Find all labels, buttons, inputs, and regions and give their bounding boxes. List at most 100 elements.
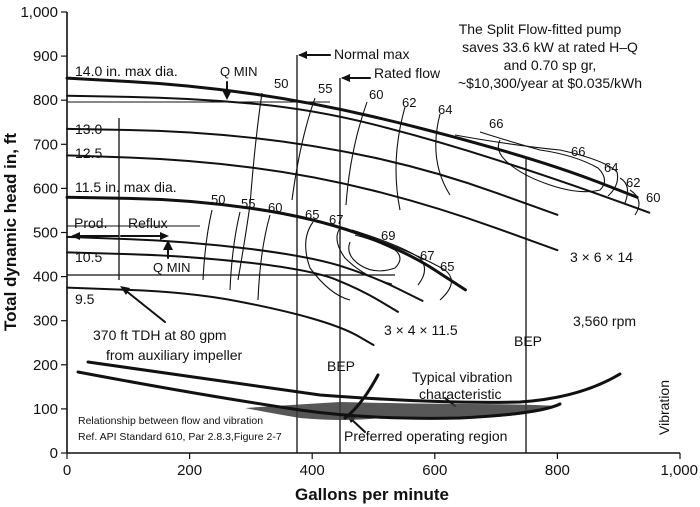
qmin-arrowhead-top [222,90,232,100]
x-tick-label: 800 [545,462,570,479]
dia-13-label: 13.0 [75,121,102,137]
eff-label-50: 50 [274,76,288,91]
eff-label-64-right: 64 [604,160,618,175]
normal-max-label: Normal max [334,46,409,62]
small-eff-label-69: 69 [381,228,395,243]
dia-11-5-label: 11.5 in. max dia. [75,179,177,195]
small-eff-label-50: 50 [211,192,225,207]
arrows [71,51,456,433]
vibration-curve-rise [343,373,380,420]
x-tick-label: 1,000 [660,462,698,479]
eff-contour-55 [291,97,316,201]
small-eff-69 [348,234,401,272]
small-eff-55 [229,211,241,291]
head-curve-series [66,127,559,216]
normal-max-arrowhead [298,51,307,59]
y-tick-label: 100 [33,401,58,418]
small-eff-67 [336,227,393,285]
y-tick-label: 500 [33,225,58,242]
reflux-label: Reflux [128,215,168,231]
small-eff-label-55: 55 [241,196,255,211]
efficiency-labels: 50 55 60 62 64 66 66 64 62 60 50 55 60 6… [211,76,660,274]
qmin-arrowhead-bottom [163,240,173,250]
head-curve-series [66,154,559,252]
eff-label-62: 62 [402,95,416,110]
y-tick-label: 700 [33,136,58,153]
eff-label-62-right: 62 [626,175,640,190]
annotations: The Split Flow-fitted pump saves 33.6 kW… [74,21,672,444]
y-ticks: 0 100 200 300 400 500 600 700 800 900 1,000 [20,4,67,462]
rpm-label: 3,560 rpm [573,313,636,329]
small-eff-label-67: 67 [329,212,343,227]
small-eff-label-67-right: 67 [420,248,434,263]
note-line-2: saves 33.6 kW at rated H–Q [462,39,638,55]
y-tick-label: 800 [33,92,58,109]
eff-contour-66 [479,131,606,193]
eff-contour-60-outer [629,189,640,216]
eff-label-66-right: 66 [571,144,585,159]
x-ticks: 0 200 400 600 800 1,000 [63,453,698,479]
head-capacity-curves [65,76,651,346]
y-tick-label: 600 [33,180,58,197]
efficiency-contours-large [237,92,640,281]
eff-label-60-right: 60 [646,190,660,205]
y-tick-label: 300 [33,313,58,330]
eff-label-66: 66 [489,116,503,131]
dia-12-5-label: 12.5 [75,145,102,161]
bep-small-label: BEP [327,358,355,374]
small-eff-65 [305,221,351,301]
small-eff-67-outer [351,229,426,286]
y-tick-label: 400 [33,269,58,286]
eff-label-60: 60 [369,87,383,102]
x-tick-label: 200 [177,462,202,479]
x-tick-label: 0 [63,462,71,479]
vibration-curve-lower [76,370,562,420]
ref-note-line-1: Relationship between flow and vibration [78,415,263,427]
qmin-label-top: Q MIN [220,64,258,79]
head-curve-series [66,94,651,214]
qmin-label-bottom: Q MIN [153,260,191,275]
small-eff-60 [257,214,271,301]
pump-3x6x14-label: 3 × 6 × 14 [570,249,633,265]
dia-10-5-label: 10.5 [75,249,102,265]
bep-large-label: BEP [514,333,542,349]
prod-arrowhead [71,232,80,240]
vibration-note-line-2: characteristic [419,386,501,402]
note-line-1: The Split Flow-fitted pump [459,21,622,37]
dia-9-5-label: 9.5 [75,291,95,307]
eff-contour-62-outer [619,177,629,204]
rated-flow-label: Rated flow [374,65,441,81]
efficiency-contours-small [202,209,452,301]
y-axis-title: Total dynamic head in, ft [1,133,20,331]
preferred-region-label: Preferred operating region [344,428,507,444]
prod-label: Prod. [74,215,107,231]
head-curve-series [66,286,375,346]
head-curve-series [65,76,639,199]
head-curve-series [66,251,400,313]
eff-label-64: 64 [438,102,452,117]
small-eff-65-outer [344,227,452,301]
head-curve-series [65,195,467,292]
small-eff-50 [202,209,213,281]
small-eff-label-65-right: 65 [440,259,454,274]
dia-14-label: 14.0 in. max dia. [75,63,178,79]
eff-contour-64 [435,113,451,196]
eff-contour-60 [345,101,368,206]
note-line-3: and 0.70 sp gr, [504,57,597,73]
y-tick-label: 900 [33,48,58,65]
x-axis-title: Gallons per minute [295,485,449,504]
x-tick-label: 600 [422,462,447,479]
y-tick-label: 0 [50,445,58,462]
diameter-labels: 14.0 in. max dia. 13.0 12.5 11.5 in. max… [75,63,178,307]
pump-3x4x11-label: 3 × 4 × 11.5 [384,322,458,338]
reflux-arrowhead [160,232,169,240]
vibration-axis-label: Vibration [656,380,672,435]
reference-lines [67,55,527,453]
y-tick-label: 1,000 [20,4,58,21]
tdh-note-line-2: from auxiliary impeller [106,347,242,363]
small-eff-label-65: 65 [305,207,319,222]
vibration-characteristic [76,360,622,420]
small-eff-label-60: 60 [268,200,282,215]
y-tick-label: 200 [33,357,58,374]
